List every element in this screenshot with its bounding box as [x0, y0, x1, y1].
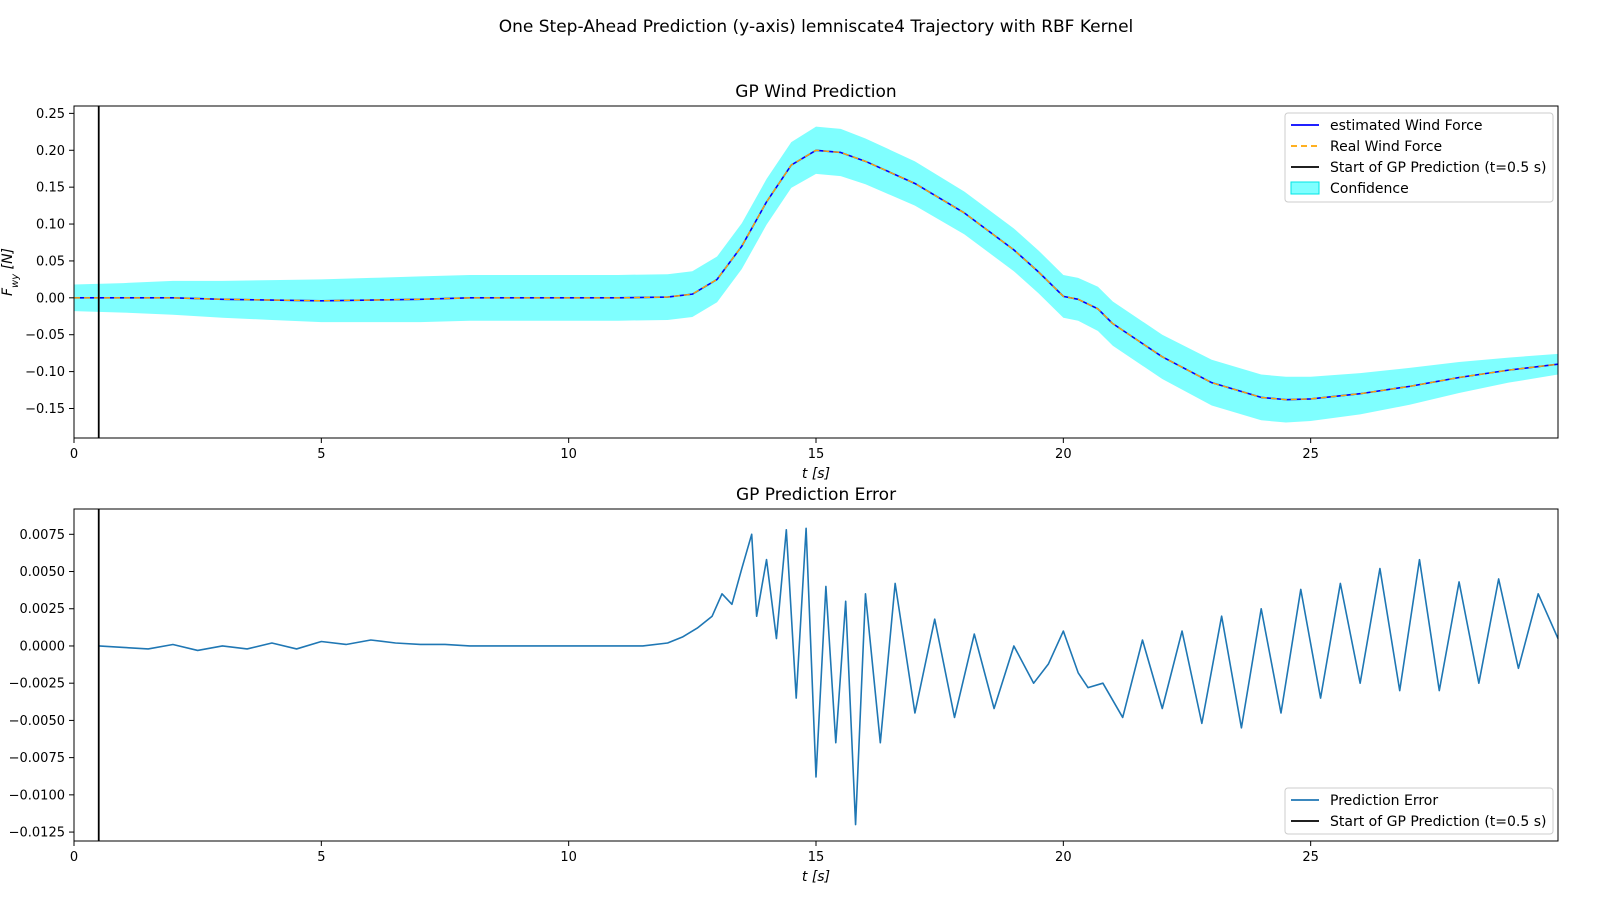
x-tick-label: 0 — [70, 447, 78, 462]
figure-suptitle: One Step-Ahead Prediction (y-axis) lemni… — [499, 17, 1134, 37]
prediction-error-panel: GP Prediction Error 0 5 10 15 20 25 −0.0125 −0… — [9, 485, 1559, 885]
legend-swatch-confidence — [1290, 181, 1320, 195]
legend-frame — [1284, 112, 1554, 203]
legend-label-real: Real Wind Force — [1330, 139, 1442, 155]
wind-prediction-panel: GP Wind Prediction 0 5 10 15 20 25 −0.15 −0.10… — [0, 82, 1559, 482]
x-tick-label: 25 — [1302, 850, 1319, 865]
y-tick-label: 0.0025 — [20, 602, 66, 617]
y-tick-label: −0.0100 — [9, 788, 65, 803]
prediction-error-legend: Prediction Error Start of GP Prediction … — [1284, 787, 1554, 835]
y-tick-label: 0.0000 — [20, 639, 66, 654]
x-tick-label: 10 — [560, 850, 577, 865]
y-tick-label: 0.0050 — [20, 565, 66, 580]
y-tick-label: 0.10 — [36, 218, 65, 233]
y-tick-label: −0.15 — [25, 402, 65, 417]
legend-label-start: Start of GP Prediction (t=0.5 s) — [1330, 160, 1547, 176]
legend-label-error: Prediction Error — [1330, 793, 1438, 809]
legend-frame — [1284, 787, 1554, 835]
y-tick-label: 0.00 — [36, 291, 65, 306]
x-tick-label: 5 — [317, 850, 325, 865]
series-line-prediction-error — [98, 527, 1559, 826]
y-tick-label: −0.0025 — [9, 677, 65, 692]
x-tick-label: 5 — [317, 447, 325, 462]
legend-label-confidence: Confidence — [1330, 181, 1409, 197]
x-tick-label: 20 — [1055, 850, 1072, 865]
confidence-band — [74, 126, 1558, 423]
y-tick-label: −0.0050 — [9, 714, 65, 729]
wind-prediction-ylabel: Fwy [N] — [0, 248, 21, 296]
prediction-error-xlabel: t [s] — [802, 869, 830, 885]
y-tick-label: 0.05 — [36, 254, 65, 269]
prediction-error-title: GP Prediction Error — [736, 485, 896, 505]
wind-prediction-legend: estimated Wind Force Real Wind Force Sta… — [1284, 112, 1554, 203]
x-tick-label: 20 — [1055, 447, 1072, 462]
legend-label-estimated: estimated Wind Force — [1330, 118, 1482, 134]
x-tick-label: 15 — [808, 850, 825, 865]
wind-prediction-xlabel: t [s] — [802, 466, 830, 482]
x-tick-label: 15 — [808, 447, 825, 462]
y-tick-label: 0.25 — [36, 107, 65, 122]
wind-prediction-title: GP Wind Prediction — [735, 82, 896, 102]
y-tick-label: −0.05 — [25, 328, 65, 343]
y-tick-label: 0.20 — [36, 144, 65, 159]
y-tick-label: 0.15 — [36, 181, 65, 196]
x-tick-label: 0 — [70, 850, 78, 865]
y-tick-label: 0.0075 — [20, 528, 66, 543]
y-tick-label: −0.10 — [25, 365, 65, 380]
series-line-real-wind-force — [74, 149, 1559, 401]
legend-label-start: Start of GP Prediction (t=0.5 s) — [1330, 814, 1547, 830]
y-tick-label: −0.0125 — [9, 826, 65, 841]
x-tick-label: 25 — [1302, 447, 1319, 462]
x-tick-label: 10 — [560, 447, 577, 462]
y-tick-label: −0.0075 — [9, 751, 65, 766]
